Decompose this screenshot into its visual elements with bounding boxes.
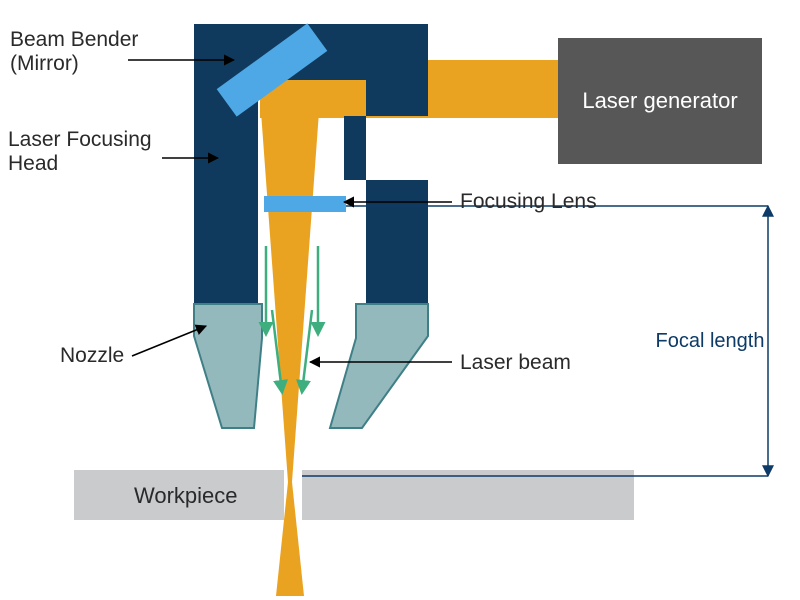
workpiece-right bbox=[302, 470, 634, 520]
focusing-lens bbox=[264, 196, 346, 212]
nozzle-right bbox=[330, 304, 428, 428]
nozzle-left bbox=[194, 304, 262, 428]
nozzle-label: Nozzle bbox=[60, 344, 124, 367]
focusing-lens-label: Focusing Lens bbox=[460, 190, 597, 213]
workpiece-label: Workpiece bbox=[134, 483, 238, 508]
laser-generator-label: Laser generator bbox=[582, 88, 737, 113]
laser-beam-label: Laser beam bbox=[460, 351, 571, 374]
laser-beam-vertical bbox=[260, 98, 320, 596]
laser-focusing-head-label: Laser FocusingHead bbox=[8, 128, 152, 175]
focal-length-label: Focal length bbox=[656, 330, 765, 352]
beam-bender-label: Beam Bender(Mirror) bbox=[10, 28, 138, 75]
